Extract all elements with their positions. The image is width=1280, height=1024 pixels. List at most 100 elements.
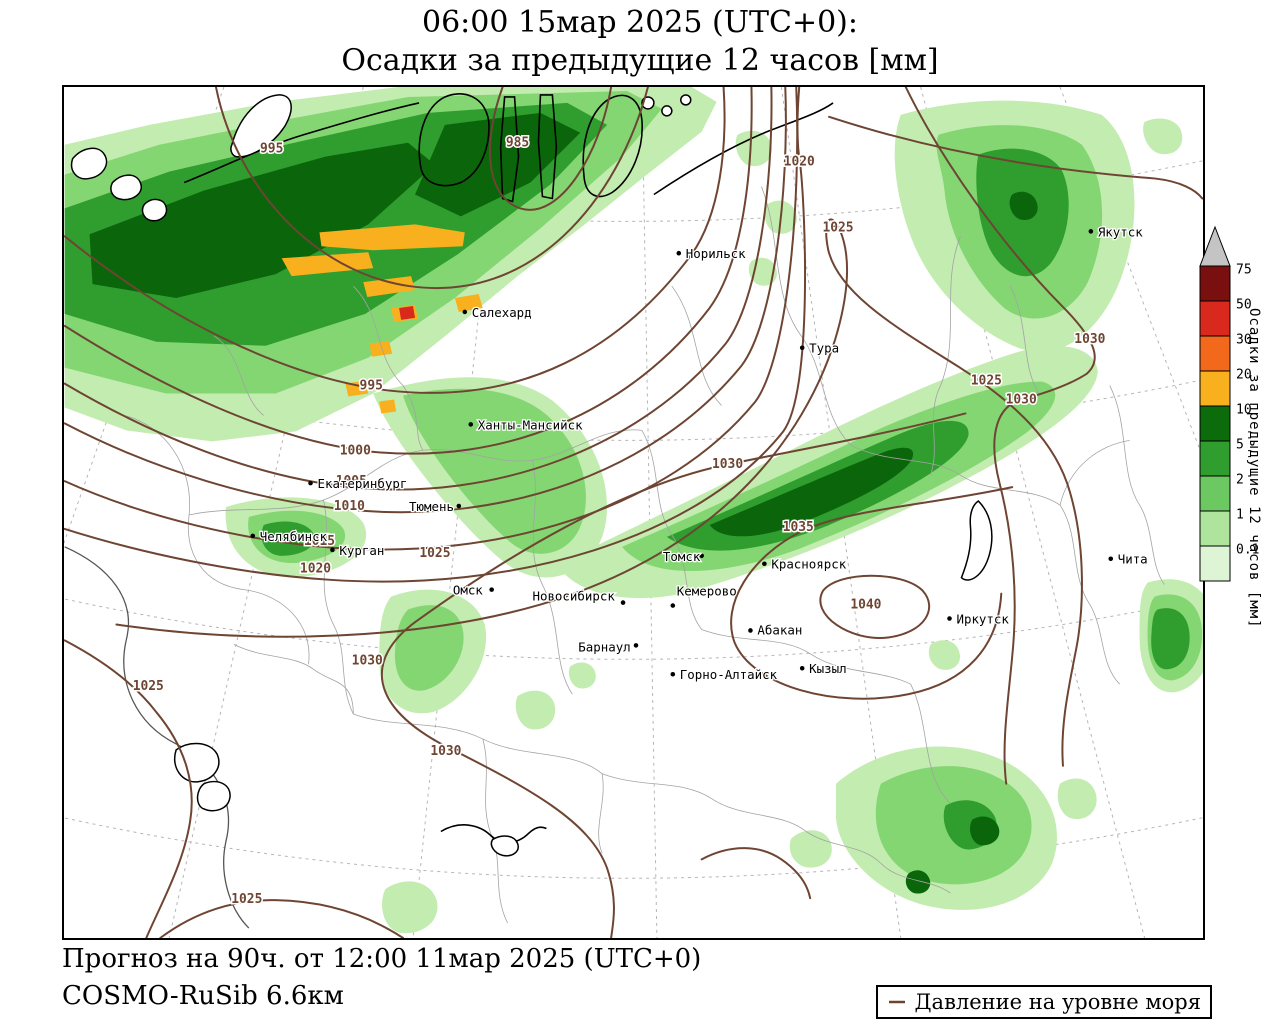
city-dot	[670, 671, 676, 677]
colorbar-band	[1199, 510, 1231, 547]
city-name: Екатеринбург	[317, 476, 407, 491]
admin-boundaries	[124, 186, 1165, 924]
city-dot	[462, 309, 468, 315]
pressure-label: 1025	[231, 892, 262, 907]
city-kyzyl: Кызыл	[799, 660, 848, 677]
city-irkutsk: Иркутск	[947, 610, 1011, 628]
city-name: Салехард	[472, 305, 532, 320]
islands-and-lakes	[70, 94, 993, 857]
pressure-label: 1040	[850, 598, 881, 613]
pressure-label: 985	[506, 136, 529, 151]
precip-area-dark	[64, 102, 1190, 850]
colorbar: 75 50 30 20 10 5 2 1 0.1	[1198, 222, 1276, 594]
city-name: Кызыл	[809, 661, 846, 676]
colorbar-tick: 20	[1236, 368, 1252, 383]
isobar	[64, 87, 787, 514]
city-name: Абакан	[757, 622, 802, 637]
city-chelyabinsk: Челябинск	[250, 528, 329, 545]
colorbar-band	[1199, 405, 1231, 442]
state-border	[64, 546, 250, 929]
isobar	[381, 412, 967, 938]
colorbar-band	[1199, 475, 1231, 512]
pressure-label: 1035	[783, 520, 814, 535]
city-dot	[799, 345, 805, 351]
pressure-label: 1025	[971, 374, 1002, 389]
map-svg: 995 985 1020 1025 1030 1025 1030 995 100…	[64, 87, 1203, 938]
precip-area-orange	[281, 224, 483, 414]
pressure-label: 1025	[822, 220, 853, 235]
city-name: Тура	[809, 341, 839, 356]
city-abakan: Абакан	[748, 621, 804, 639]
city-gorno-altaysk: Горно-Алтайск	[670, 666, 779, 683]
city-name: Иркутск	[956, 611, 1009, 626]
city-dot	[699, 553, 704, 559]
city-dot	[1088, 229, 1094, 234]
city-dot	[762, 561, 767, 567]
pressure-label: 1005	[336, 474, 367, 489]
city-name: Кемерово	[677, 584, 737, 599]
colorbar-axis-label: Осадки за предыдущие 12 часов [мм]	[1246, 307, 1262, 629]
isobar	[64, 639, 193, 938]
pressure-label: 1030	[430, 744, 461, 759]
isobar	[64, 87, 773, 491]
city-norilsk: Норильск	[676, 245, 747, 262]
city-tyumen: Тюмень	[408, 498, 462, 515]
pressure-label: 1030	[1074, 332, 1105, 347]
title-line-2: Осадки за предыдущие 12 часов [мм]	[341, 43, 939, 78]
pressure-legend: Давление на уровне моря	[876, 985, 1212, 1019]
city-kemerovo: Кемерово	[670, 582, 738, 608]
page-title: 06:00 15мар 2025 (UTC+0): Осадки за пред…	[0, 4, 1280, 80]
city-name: Ханты-Мансийск	[478, 417, 583, 432]
city-name: Курган	[339, 543, 384, 558]
isobar	[159, 899, 405, 938]
city-dot	[250, 533, 256, 539]
pressure-label: 1025	[133, 679, 164, 694]
city-dot	[456, 503, 462, 509]
forecast-line: Прогноз на 90ч. от 12:00 11мар 2025 (UTC…	[62, 944, 702, 974]
isobar	[828, 115, 1203, 200]
colorbar-svg: 75 50 30 20 10 5 2 1 0.1	[1199, 225, 1259, 582]
city-dot	[308, 480, 313, 486]
pressure-legend-label: Давление на уровне моря	[914, 990, 1201, 1014]
city-dot	[468, 422, 474, 427]
city-barnaul: Барнаул	[577, 638, 639, 656]
isobar	[904, 87, 1096, 785]
isobar	[819, 574, 931, 639]
city-novosibirsk: Новосибирск	[531, 587, 626, 605]
colorbar-band	[1199, 335, 1231, 372]
isobar	[64, 87, 753, 455]
city-name: Тюмень	[409, 499, 454, 514]
pressure-label: 995	[360, 379, 383, 394]
colorbar-tick: 2	[1236, 473, 1244, 488]
isobar	[730, 486, 1014, 700]
pressure-label: 1010	[334, 499, 365, 514]
colorbar-band	[1199, 265, 1231, 302]
pressure-label: 1000	[340, 443, 371, 458]
pressure-label: 1030	[712, 457, 743, 472]
isobar	[64, 87, 726, 394]
colorbar-tick: 75	[1236, 263, 1252, 278]
city-name: Томск	[663, 549, 701, 564]
city-dot	[947, 616, 952, 621]
colorbar-tick: 10	[1236, 403, 1252, 418]
city-dot	[330, 547, 335, 553]
pressure-line-sample	[889, 1000, 906, 1004]
isobar	[64, 87, 807, 583]
city-name: Барнаул	[578, 639, 630, 654]
title-line-1: 06:00 15мар 2025 (UTC+0):	[422, 5, 858, 40]
city-dot	[799, 665, 805, 671]
colorbar-band	[1199, 370, 1231, 407]
city-yakutsk: Якутск	[1088, 223, 1145, 241]
colorbar-tick: 1	[1236, 508, 1244, 523]
colorbar-tick: 5	[1236, 438, 1244, 453]
city-dot	[489, 587, 494, 592]
city-kurgan: Курган	[330, 542, 386, 559]
precip-area-red	[399, 305, 416, 320]
city-tura: Тура	[799, 340, 840, 357]
pressure-label-layer: 995 985 1020 1025 1030 1025 1030 995 100…	[131, 134, 1107, 908]
colorbar-band	[1199, 440, 1231, 477]
model-line: COSMO-RuSib 6.6км	[62, 981, 344, 1011]
pressure-label: 1030	[1006, 393, 1037, 408]
pressure-label: 995	[260, 142, 283, 157]
city-dot	[1108, 556, 1114, 562]
